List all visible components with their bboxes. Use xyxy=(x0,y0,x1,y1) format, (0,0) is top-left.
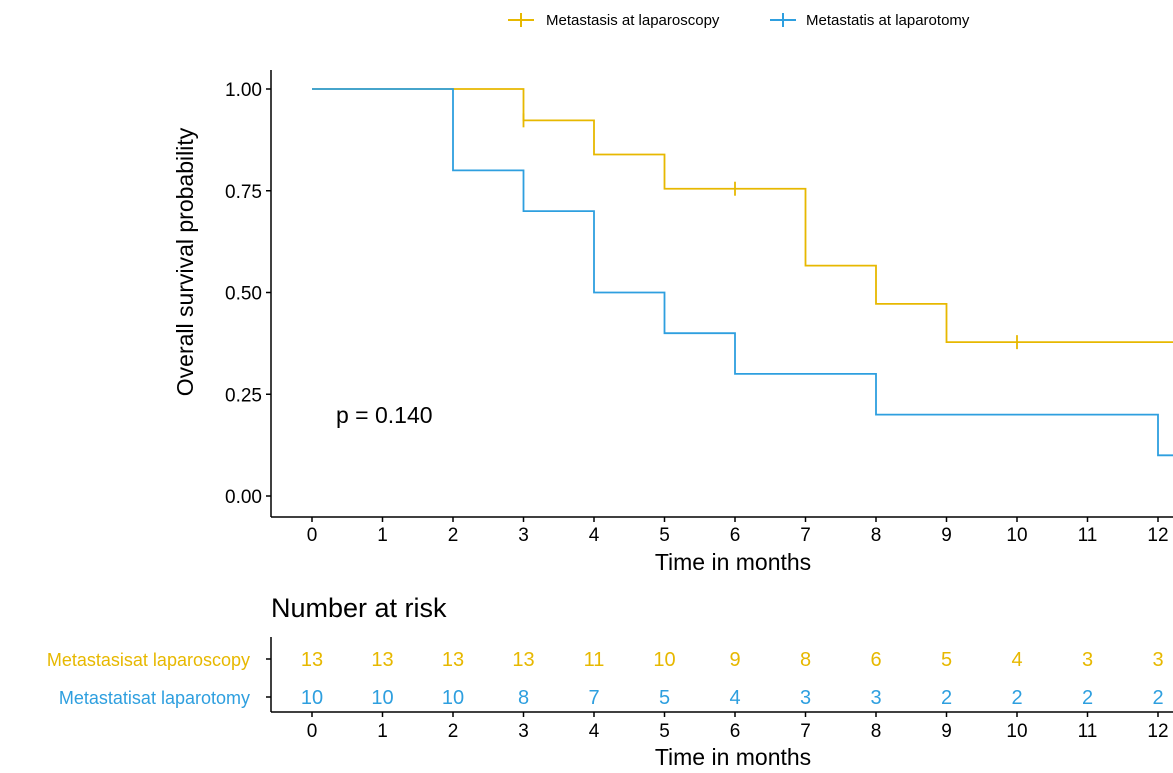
risk-count: 13 xyxy=(442,649,464,671)
x-tick-label: 11 xyxy=(1078,525,1098,546)
survival-curve-1 xyxy=(312,88,1173,457)
risk-count: 10 xyxy=(301,687,323,709)
x-tick-label: 10 xyxy=(1006,525,1027,546)
survival-curve-0 xyxy=(312,88,1173,344)
risk-count: 2 xyxy=(1011,687,1022,709)
risk-count: 11 xyxy=(584,649,605,671)
risk-count: 3 xyxy=(800,687,811,709)
legend-item-laparotomy: Metastatis at laparotomy xyxy=(770,12,970,29)
legend-label-laparoscopy: Metastasis at laparoscopy xyxy=(546,12,720,29)
y-ticks: 0.00 0.25 0.50 0.75 1.00 xyxy=(225,80,271,508)
x-ticks: 0 1 2 3 4 5 6 7 8 9 10 11 12 xyxy=(307,517,1169,546)
y-tick-label: 1.00 xyxy=(225,80,262,101)
y-tick-label: 0.25 xyxy=(225,385,262,406)
risk-x-tick-label: 10 xyxy=(1006,721,1027,742)
risk-count: 13 xyxy=(512,649,534,671)
main-plot: 0.000.250.500.751.00 0 1 2 3 4 5 6 7 8 9 10 11 12 Ov… xyxy=(172,70,1173,575)
risk-x-tick-label: 11 xyxy=(1078,721,1098,742)
risk-rows: Metastasisat laparoscopy 13 13 13 13 11 10 9 8 6 5… xyxy=(47,649,1164,709)
risk-count: 6 xyxy=(870,649,881,671)
risk-row-label: Metastatisat laparotomy xyxy=(59,688,250,708)
risk-x-tick-label: 8 xyxy=(871,721,882,742)
risk-count: 13 xyxy=(301,649,323,671)
risk-count: 8 xyxy=(800,649,811,671)
x-tick-label: 7 xyxy=(800,525,811,546)
x-tick-label: 6 xyxy=(730,525,741,546)
risk-count: 10 xyxy=(653,649,675,671)
risk-table-title: Number at risk xyxy=(271,593,447,623)
risk-count: 9 xyxy=(729,649,740,671)
risk-count: 4 xyxy=(1011,649,1022,671)
x-tick-label: 0 xyxy=(307,525,318,546)
risk-count: 13 xyxy=(371,649,393,671)
x-tick-label: 5 xyxy=(659,525,670,546)
legend-item-laparoscopy: Metastasis at laparoscopy xyxy=(508,12,720,29)
risk-count: 2 xyxy=(1082,687,1093,709)
risk-x-ticks: 0 1 2 3 4 5 6 7 8 9 10 11 12 xyxy=(307,712,1169,742)
risk-x-tick-label: 9 xyxy=(941,721,952,742)
legend: Metastasis at laparoscopy Metastatis at … xyxy=(508,12,970,29)
x-tick-label: 9 xyxy=(941,525,952,546)
y-tick-label: 0.75 xyxy=(225,182,262,203)
y-tick-label: 0.50 xyxy=(225,284,262,305)
x-tick-label: 3 xyxy=(518,525,529,546)
risk-count: 5 xyxy=(941,649,952,671)
risk-x-tick-label: 7 xyxy=(800,721,811,742)
risk-x-tick-label: 5 xyxy=(659,721,670,742)
risk-count: 4 xyxy=(729,687,740,709)
risk-count: 3 xyxy=(870,687,881,709)
x-tick-label: 12 xyxy=(1147,525,1168,546)
x-tick-label: 1 xyxy=(377,525,388,546)
risk-x-tick-label: 3 xyxy=(518,721,529,742)
x-tick-label: 8 xyxy=(871,525,882,546)
risk-count: 7 xyxy=(588,687,599,709)
risk-x-tick-label: 4 xyxy=(589,721,600,742)
risk-count: 10 xyxy=(442,687,464,709)
risk-x-tick-label: 1 xyxy=(377,721,388,742)
risk-count: 2 xyxy=(941,687,952,709)
x-tick-label: 4 xyxy=(589,525,600,546)
risk-table: Number at risk Metastasisat laparoscopy 1… xyxy=(47,593,1173,770)
risk-count: 5 xyxy=(659,687,670,709)
risk-row-label: Metastasisat laparoscopy xyxy=(47,650,250,670)
y-axis-title: Overall survival probability xyxy=(172,127,198,396)
risk-count: 3 xyxy=(1152,649,1163,671)
risk-count: 3 xyxy=(1082,649,1093,671)
risk-x-tick-label: 0 xyxy=(307,721,318,742)
risk-x-axis-title: Time in months xyxy=(655,744,811,770)
p-value-annotation: p = 0.140 xyxy=(336,402,433,428)
risk-x-tick-label: 2 xyxy=(448,721,459,742)
survival-curves xyxy=(312,88,1173,457)
legend-label-laparotomy: Metastatis at laparotomy xyxy=(806,12,970,29)
x-axis-title: Time in months xyxy=(655,549,811,575)
risk-count: 10 xyxy=(371,687,393,709)
risk-count: 2 xyxy=(1152,687,1163,709)
risk-count: 8 xyxy=(518,687,529,709)
x-tick-label: 2 xyxy=(448,525,459,546)
risk-x-tick-label: 6 xyxy=(730,721,741,742)
risk-x-tick-label: 12 xyxy=(1147,721,1168,742)
y-tick-label: 0.00 xyxy=(225,487,262,508)
